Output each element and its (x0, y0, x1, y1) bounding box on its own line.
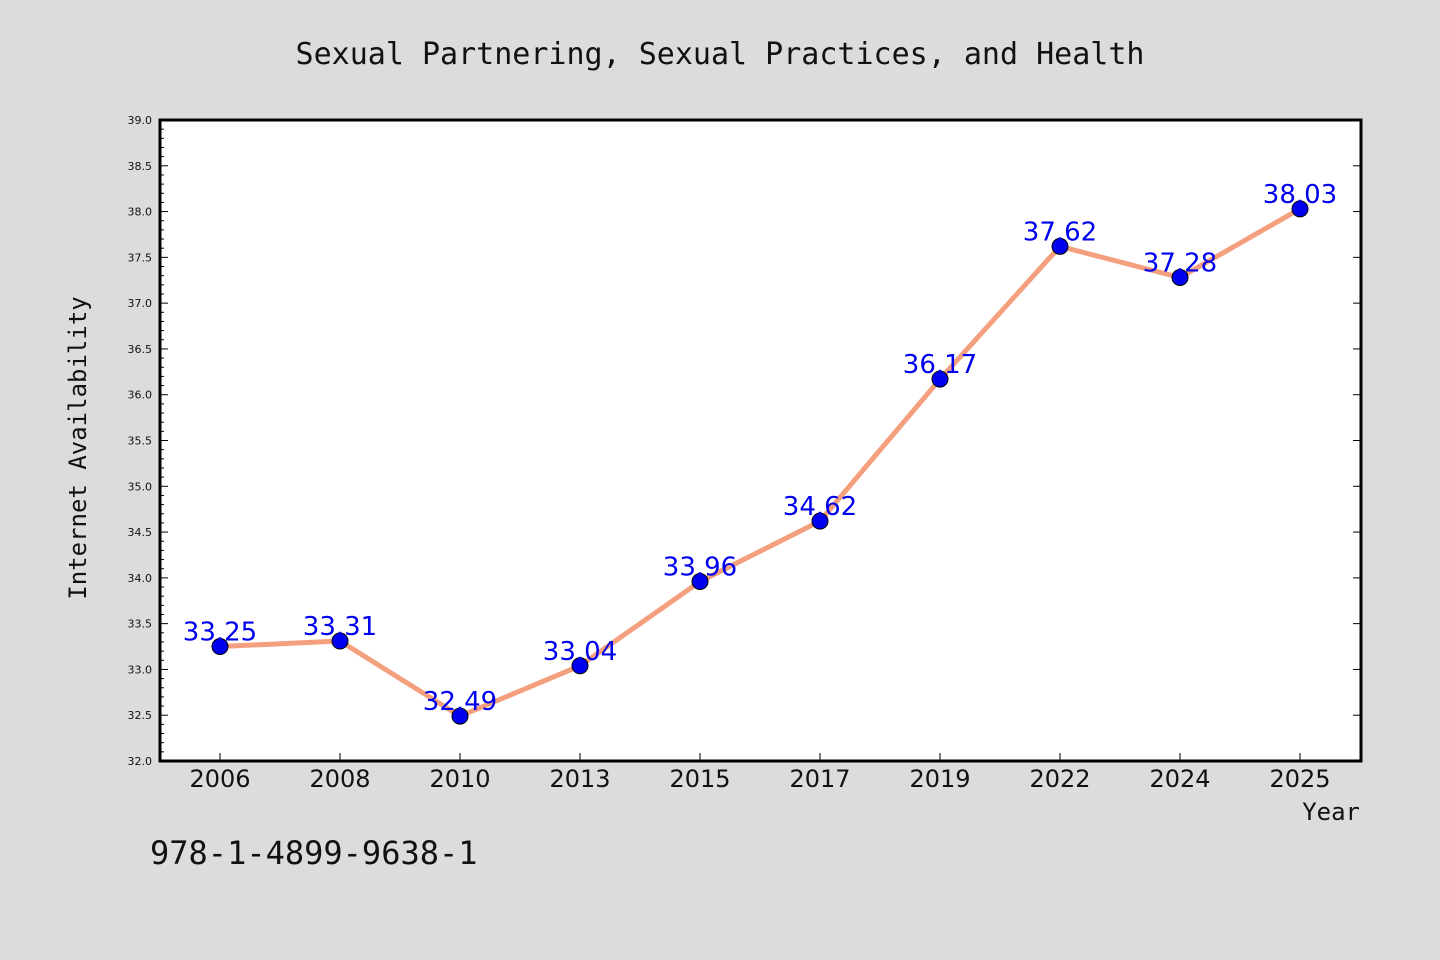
y-tick-label: 34.5 (128, 526, 153, 539)
data-label: 36.17 (903, 350, 977, 380)
data-point (1171, 269, 1189, 287)
y-tick-label: 32.0 (128, 755, 153, 768)
x-tick-label: 2022 (1029, 765, 1090, 793)
data-point (1051, 237, 1069, 255)
y-tick-label: 33.5 (128, 618, 153, 631)
series-markers (211, 200, 1309, 725)
y-tick-label: 39.0 (128, 114, 153, 127)
y-tick-label: 36.0 (128, 389, 153, 402)
y-tick-label: 33.0 (128, 663, 153, 676)
x-tick-label: 2006 (189, 765, 250, 793)
y-tick-label: 35.0 (128, 480, 153, 493)
y-tick-label: 37.5 (128, 251, 153, 264)
x-tick-label: 2019 (909, 765, 970, 793)
plot-area (158, 118, 1363, 763)
y-tick-label: 38.5 (128, 160, 153, 173)
series-line (219, 206, 1302, 719)
y-tick-label: 36.5 (128, 343, 153, 356)
data-point (211, 638, 229, 656)
data-label: 33.31 (303, 612, 377, 642)
data-label: 34.62 (783, 492, 857, 522)
x-tick-label: 2025 (1269, 765, 1330, 793)
y-tick-label: 38.0 (128, 206, 153, 219)
y-tick-label: 35.5 (128, 435, 153, 448)
data-point (331, 632, 349, 650)
data-point (691, 573, 709, 591)
y-tick-label: 32.5 (128, 709, 153, 722)
data-label: 33.04 (543, 637, 617, 667)
x-tick-label: 2015 (669, 765, 730, 793)
x-tick-label: 2013 (549, 765, 610, 793)
data-label: 37.62 (1023, 217, 1097, 247)
x-axis: 2006 2008 2010 2013 2015 2017 2019 2022 2024 2025 (189, 753, 1331, 793)
y-tick-label: 37.0 (128, 297, 153, 310)
y-tick-label: 34.0 (128, 572, 153, 585)
data-labels: 33.25 33.31 32.49 33.04 33.96 34.62 36.17 37.62… (183, 180, 1337, 717)
data-point (571, 657, 589, 675)
x-tick-label: 2017 (789, 765, 850, 793)
data-point (451, 707, 469, 725)
x-axis-label: Year (1302, 798, 1360, 826)
y-axis: 32.0 32.5 33.0 33.5 34.0 34.5 35.0 35.5 36.0 36.5… (128, 114, 1361, 768)
data-label: 33.25 (183, 618, 257, 648)
isbn-annotation: 978-1-4899-9638-1 (150, 834, 478, 872)
y-axis-label: Internet Availability (64, 296, 92, 599)
data-label: 38.03 (1263, 180, 1337, 210)
x-tick-label: 2024 (1149, 765, 1210, 793)
x-tick-label: 2010 (429, 765, 490, 793)
data-point (811, 512, 829, 530)
data-label: 37.28 (1143, 249, 1217, 279)
x-tick-label: 2008 (309, 765, 370, 793)
data-label: 32.49 (423, 687, 497, 717)
chart-title: Sexual Partnering, Sexual Practices, and… (296, 37, 1145, 72)
data-point (1291, 200, 1309, 218)
data-label: 33.96 (663, 553, 737, 583)
data-point (931, 370, 949, 388)
